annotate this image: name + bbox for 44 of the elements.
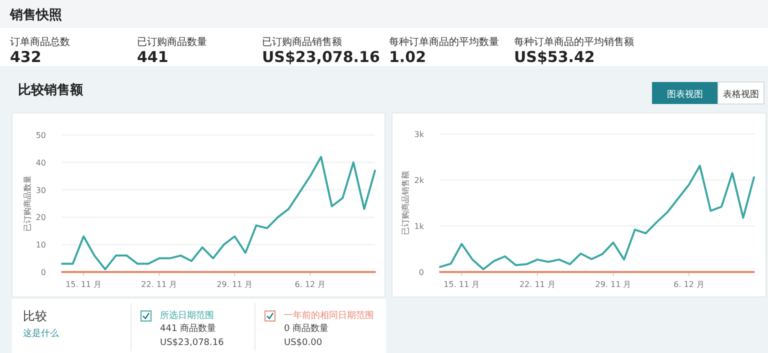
legend-label: 所选日期范围 — [160, 310, 214, 321]
chart-title: 比较销售额 — [18, 82, 84, 98]
x-tick-label: 22. 11 月 — [519, 280, 556, 289]
text: 订单商品总数 — [10, 36, 70, 48]
text: US$0.00 — [284, 338, 322, 348]
text: 441 — [137, 48, 168, 66]
text: 1.02 — [389, 48, 426, 66]
y-tick-label: 3k — [414, 130, 424, 139]
legend-label: 一年前的相同日期范围 — [284, 310, 374, 321]
line-series — [61, 156, 376, 270]
text: 销售快照 — [9, 8, 62, 23]
text: 表格视图 — [723, 89, 759, 100]
text: 图表视图 — [667, 89, 703, 100]
x-tick-label: 6. 12 月 — [294, 280, 326, 289]
y-tick-label: 20 — [36, 213, 46, 222]
y-tick-label: 40 — [36, 158, 46, 168]
text: 0 商品数量 — [284, 323, 329, 334]
text: 已订购商品销售额 — [262, 36, 342, 48]
text: 每种订单商品的平均销售额 — [514, 36, 634, 48]
y-tick-label: 0 — [418, 268, 424, 277]
y-axis-title: 已订购商品数量 — [23, 176, 32, 232]
y-tick-label: 30 — [36, 186, 46, 195]
x-tick-label: 15. 11 月 — [444, 280, 480, 289]
text: 每种订单商品的平均数量 — [389, 36, 499, 48]
x-tick-label: 29. 11 月 — [216, 280, 253, 289]
y-tick-label: 10 — [36, 240, 46, 250]
y-tick-label: 2k — [414, 176, 424, 185]
y-tick-label: 1k — [414, 222, 424, 231]
text: US$23,078.16 — [160, 338, 224, 348]
line-series — [439, 164, 755, 270]
x-tick-label: 29. 11 月 — [595, 280, 632, 289]
text: 这是什么 — [23, 328, 59, 339]
text: 441 商品数量 — [160, 323, 216, 334]
legend-title: 比较 — [23, 309, 47, 323]
text: 432 — [10, 48, 42, 66]
x-tick-label: 15. 11 月 — [66, 280, 102, 289]
x-tick-label: 22. 11 月 — [141, 280, 178, 289]
y-tick-label: 50 — [36, 131, 46, 140]
x-tick-label: 6. 12 月 — [674, 280, 704, 289]
text: 已订购商品数量 — [137, 36, 207, 48]
y-tick-label: 0 — [40, 268, 46, 277]
text: US$23,078.16 — [262, 48, 380, 66]
y-axis-title: 已订购商品销售额 — [401, 171, 410, 235]
text: US$53.42 — [514, 48, 595, 66]
